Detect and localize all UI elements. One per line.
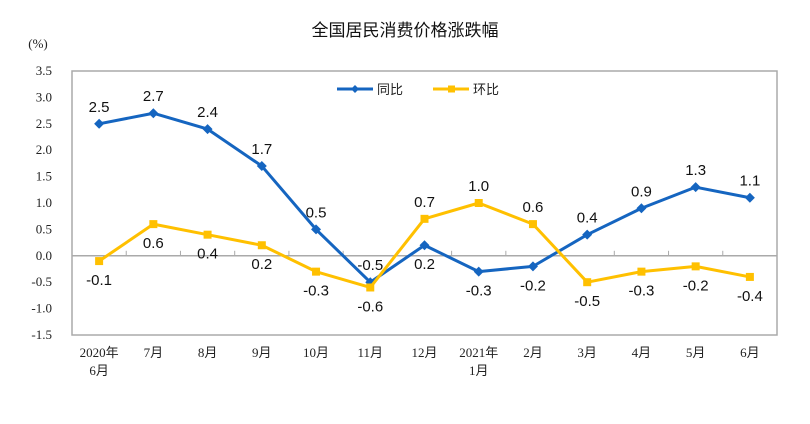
- data-label: 1.0: [468, 178, 489, 195]
- x-tick-label: 10月: [303, 345, 329, 360]
- x-tick-label: 6月: [89, 363, 109, 378]
- data-point-marker: [95, 257, 104, 266]
- data-point-marker: [203, 230, 212, 239]
- y-tick-label: 3.0: [36, 89, 52, 104]
- x-tick-label: 2月: [523, 345, 543, 360]
- data-label: 1.7: [251, 141, 272, 158]
- data-point-marker: [582, 229, 593, 240]
- y-axis-unit: (%): [28, 36, 48, 51]
- x-tick-label: 3月: [577, 345, 597, 360]
- data-point-marker: [256, 161, 267, 172]
- x-tick-label: 2020年: [80, 345, 119, 360]
- data-label: 1.1: [739, 173, 760, 190]
- data-label: 1.3: [685, 162, 706, 179]
- data-point-marker: [527, 261, 538, 272]
- legend: 同比 环比: [337, 83, 499, 98]
- data-point-marker: [257, 241, 266, 250]
- chart-title: 全国居民消费价格涨跌幅: [312, 21, 499, 41]
- x-tick-label: 12月: [411, 345, 437, 360]
- y-tick-label: 1.5: [36, 169, 52, 184]
- data-point-marker: [744, 192, 755, 203]
- x-tick-label: 2021年: [459, 345, 498, 360]
- data-point-marker: [94, 118, 105, 129]
- data-label: -0.1: [86, 272, 112, 289]
- series-mom: -0.1 0.6 0.4 0.2 -0.3 -0.6 0.7 1.0 0.6 -0.5 -0.3 -0…: [86, 178, 763, 315]
- x-tick-label: 11月: [358, 345, 384, 360]
- data-label: -0.5: [357, 257, 383, 274]
- data-label: -0.3: [466, 283, 492, 300]
- data-point-marker: [474, 199, 483, 207]
- data-label: -0.2: [683, 277, 709, 294]
- x-tick-label: 6月: [740, 345, 760, 360]
- x-tick-label: 7月: [144, 345, 164, 360]
- legend-label: 环比: [473, 83, 499, 98]
- data-label: -0.5: [574, 293, 600, 310]
- data-point-marker: [745, 272, 754, 281]
- data-label: 0.2: [414, 256, 435, 273]
- data-label: -0.3: [628, 283, 654, 300]
- y-tick-label: 0.5: [36, 221, 52, 236]
- data-label: -0.4: [737, 288, 763, 305]
- y-tick-label: 2.0: [36, 142, 52, 157]
- data-point-marker: [637, 267, 646, 276]
- x-tick-label: 4月: [632, 345, 652, 360]
- y-tick-label: 0.0: [36, 248, 52, 263]
- data-point-marker: [420, 214, 429, 223]
- data-point-marker: [311, 224, 322, 235]
- data-label: 0.9: [631, 183, 652, 200]
- series-yoy: 2.5 2.7 2.4 1.7 0.5 -0.5 0.2 -0.3 -0.2 0.4 0.9 1.3 1…: [89, 88, 761, 299]
- data-label: -0.2: [520, 277, 546, 294]
- data-label: 0.2: [251, 256, 272, 273]
- legend-marker: [351, 85, 359, 93]
- data-label: 0.4: [577, 210, 598, 227]
- x-tick-label: 9月: [252, 345, 272, 360]
- data-label: -0.6: [357, 298, 383, 315]
- legend-marker: [448, 85, 455, 93]
- plot-area: [71, 70, 778, 336]
- data-label: 0.6: [143, 235, 164, 252]
- data-point-marker: [690, 182, 701, 193]
- data-point-marker: [473, 266, 484, 277]
- data-point-marker: [149, 220, 158, 229]
- x-tick-label: 1月: [469, 363, 489, 378]
- data-point-marker: [312, 267, 321, 276]
- x-tick-label: 8月: [198, 345, 218, 360]
- data-label: 2.7: [143, 88, 164, 105]
- y-tick-label: 2.5: [36, 116, 52, 131]
- data-point-marker: [528, 220, 537, 229]
- y-tick-label: -0.5: [31, 274, 52, 289]
- y-tick-label: 1.0: [36, 195, 52, 210]
- y-tick-label: -1.5: [31, 327, 52, 342]
- legend-label: 同比: [377, 83, 403, 98]
- data-label: 0.5: [306, 204, 327, 221]
- data-point-marker: [691, 262, 700, 271]
- data-label: -0.3: [303, 283, 329, 300]
- x-tick-label: 5月: [686, 345, 706, 360]
- y-tick-label: -1.0: [31, 301, 52, 316]
- data-point-marker: [202, 124, 213, 135]
- data-point-marker: [636, 203, 647, 214]
- data-label: 0.6: [523, 199, 544, 216]
- y-tick-label: 3.5: [36, 63, 52, 78]
- data-label: 2.5: [89, 99, 110, 116]
- data-label: 0.4: [197, 246, 218, 263]
- data-label: 0.7: [414, 194, 435, 211]
- data-label: 2.4: [197, 104, 218, 121]
- data-point-marker: [419, 240, 430, 251]
- data-point-marker: [583, 278, 592, 287]
- data-point-marker: [148, 108, 159, 119]
- data-point-marker: [366, 283, 375, 292]
